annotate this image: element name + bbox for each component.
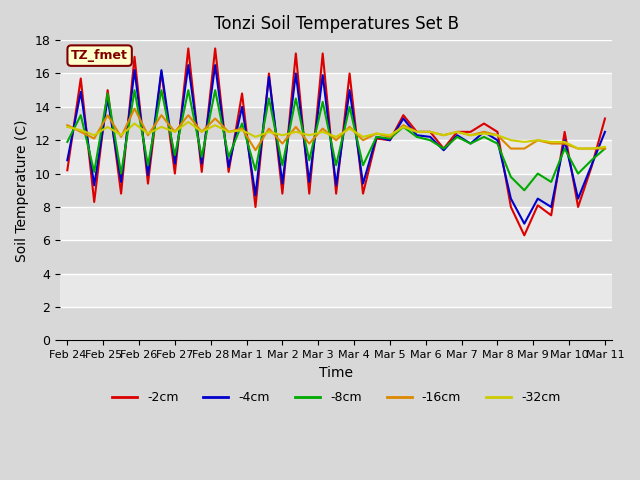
Legend: -2cm, -4cm, -8cm, -16cm, -32cm: -2cm, -4cm, -8cm, -16cm, -32cm [107, 386, 565, 409]
Bar [60, 240, 612, 274]
X-axis label: Time: Time [319, 366, 353, 380]
Bar [60, 107, 612, 140]
Bar [60, 174, 612, 207]
Bar [60, 207, 612, 240]
Bar [60, 140, 612, 174]
Bar [60, 274, 612, 307]
Bar [60, 307, 612, 340]
Bar [60, 73, 612, 107]
Title: Tonzi Soil Temperatures Set B: Tonzi Soil Temperatures Set B [214, 15, 459, 33]
Text: TZ_fmet: TZ_fmet [71, 49, 128, 62]
Y-axis label: Soil Temperature (C): Soil Temperature (C) [15, 119, 29, 262]
Bar [60, 40, 612, 73]
